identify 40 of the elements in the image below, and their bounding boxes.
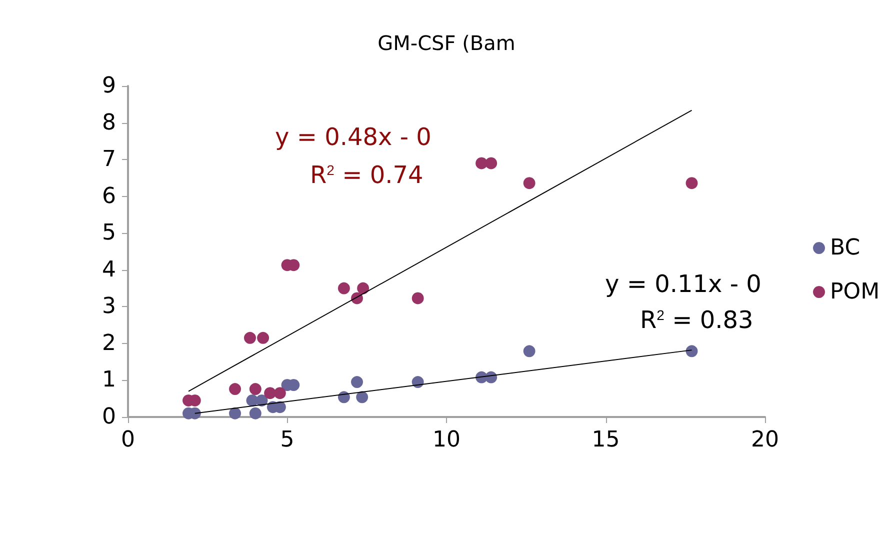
annotation: y = 0.48x - 0 [275,123,432,151]
point [412,376,424,388]
point [686,177,698,190]
y-tick-label: 8 [102,110,116,136]
x-tick-label: 5 [280,428,294,452]
y-tick-label: 5 [102,220,116,246]
y-tick-label: 0 [102,404,116,430]
point [523,345,536,358]
point [523,177,536,190]
y-tick-label: 2 [102,330,116,356]
y-tick-label: 1 [102,368,116,393]
legend-label: POM [830,280,880,304]
y-tick-label: 3 [102,294,116,320]
chart-title: GM-CSF (Bam [378,31,516,55]
point [686,345,698,358]
point [351,376,363,388]
point [249,383,262,396]
point [485,157,498,170]
y-tick-label: 6 [102,184,116,209]
point [249,407,262,420]
x-tick-label: 0 [121,428,135,452]
annotation: y = 0.11x - 0 [605,270,762,298]
point [338,282,350,294]
y-tick-label: 7 [102,147,116,172]
point [229,383,242,396]
point [338,391,350,404]
point [229,407,242,420]
legend-label: BC [830,236,860,260]
x-tick-label: 10 [432,428,460,452]
x-tick-label: 15 [592,428,620,452]
point [356,391,368,404]
point [244,332,256,344]
x-tick-label: 20 [751,428,779,452]
point [412,292,424,304]
point [257,332,270,344]
point [357,282,370,294]
y-tick-label: 4 [102,257,116,282]
point [274,387,286,400]
point [264,387,276,400]
y-tick-label: 9 [102,74,116,98]
